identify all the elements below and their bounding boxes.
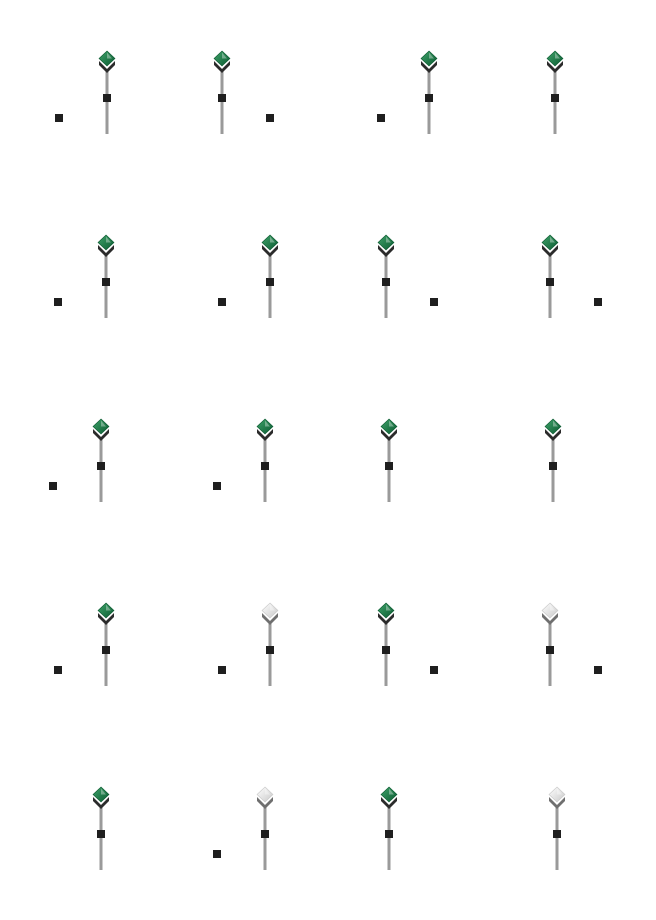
- anchor-marker-left: [218, 298, 226, 306]
- green-lamp-icon: [417, 50, 441, 134]
- anchor-marker-right: [430, 666, 438, 674]
- anchor-marker-right: [594, 298, 602, 306]
- green-lamp-icon: [258, 234, 282, 318]
- street-lamp-sprite-green: [89, 786, 113, 870]
- street-lamp-sprite-green: [94, 602, 118, 686]
- street-lamp-sprite-green: [417, 50, 441, 134]
- green-lamp-icon: [377, 418, 401, 502]
- street-lamp-sprite-white: [538, 602, 562, 686]
- green-lamp-icon: [253, 418, 277, 502]
- anchor-marker-right: [266, 114, 274, 122]
- anchor-marker-left: [55, 114, 63, 122]
- street-lamp-sprite-green: [543, 50, 567, 134]
- anchor-marker-left: [54, 298, 62, 306]
- green-lamp-icon: [543, 50, 567, 134]
- street-lamp-sprite-green: [538, 234, 562, 318]
- anchor-marker-left: [377, 114, 385, 122]
- street-lamp-sprite-green: [374, 234, 398, 318]
- green-lamp-icon: [377, 786, 401, 870]
- anchor-marker-right: [430, 298, 438, 306]
- green-lamp-icon: [374, 602, 398, 686]
- street-lamp-sprite-green: [258, 234, 282, 318]
- green-lamp-icon: [94, 602, 118, 686]
- green-lamp-icon: [210, 50, 234, 134]
- street-lamp-sprite-white: [258, 602, 282, 686]
- street-lamp-sprite-green: [541, 418, 565, 502]
- anchor-marker-left: [218, 666, 226, 674]
- street-lamp-sprite-white: [253, 786, 277, 870]
- green-lamp-icon: [94, 234, 118, 318]
- street-lamp-sprite-green: [374, 602, 398, 686]
- anchor-marker-left: [213, 850, 221, 858]
- street-lamp-sprite-green: [377, 786, 401, 870]
- street-lamp-sprite-green: [253, 418, 277, 502]
- white-lamp-icon: [253, 786, 277, 870]
- street-lamp-sprite-green: [89, 418, 113, 502]
- green-lamp-icon: [89, 786, 113, 870]
- green-lamp-icon: [541, 418, 565, 502]
- anchor-marker-right: [594, 666, 602, 674]
- street-lamp-sprite-green: [94, 234, 118, 318]
- white-lamp-icon: [258, 602, 282, 686]
- street-lamp-sprite-green: [210, 50, 234, 134]
- street-lamp-sprite-green: [377, 418, 401, 502]
- anchor-marker-left: [213, 482, 221, 490]
- white-lamp-icon: [545, 786, 569, 870]
- street-lamp-sprite-white: [545, 786, 569, 870]
- white-lamp-icon: [538, 602, 562, 686]
- green-lamp-icon: [89, 418, 113, 502]
- green-lamp-icon: [374, 234, 398, 318]
- anchor-marker-left: [54, 666, 62, 674]
- street-lamp-sprite-green: [95, 50, 119, 134]
- green-lamp-icon: [95, 50, 119, 134]
- green-lamp-icon: [538, 234, 562, 318]
- anchor-marker-left: [49, 482, 57, 490]
